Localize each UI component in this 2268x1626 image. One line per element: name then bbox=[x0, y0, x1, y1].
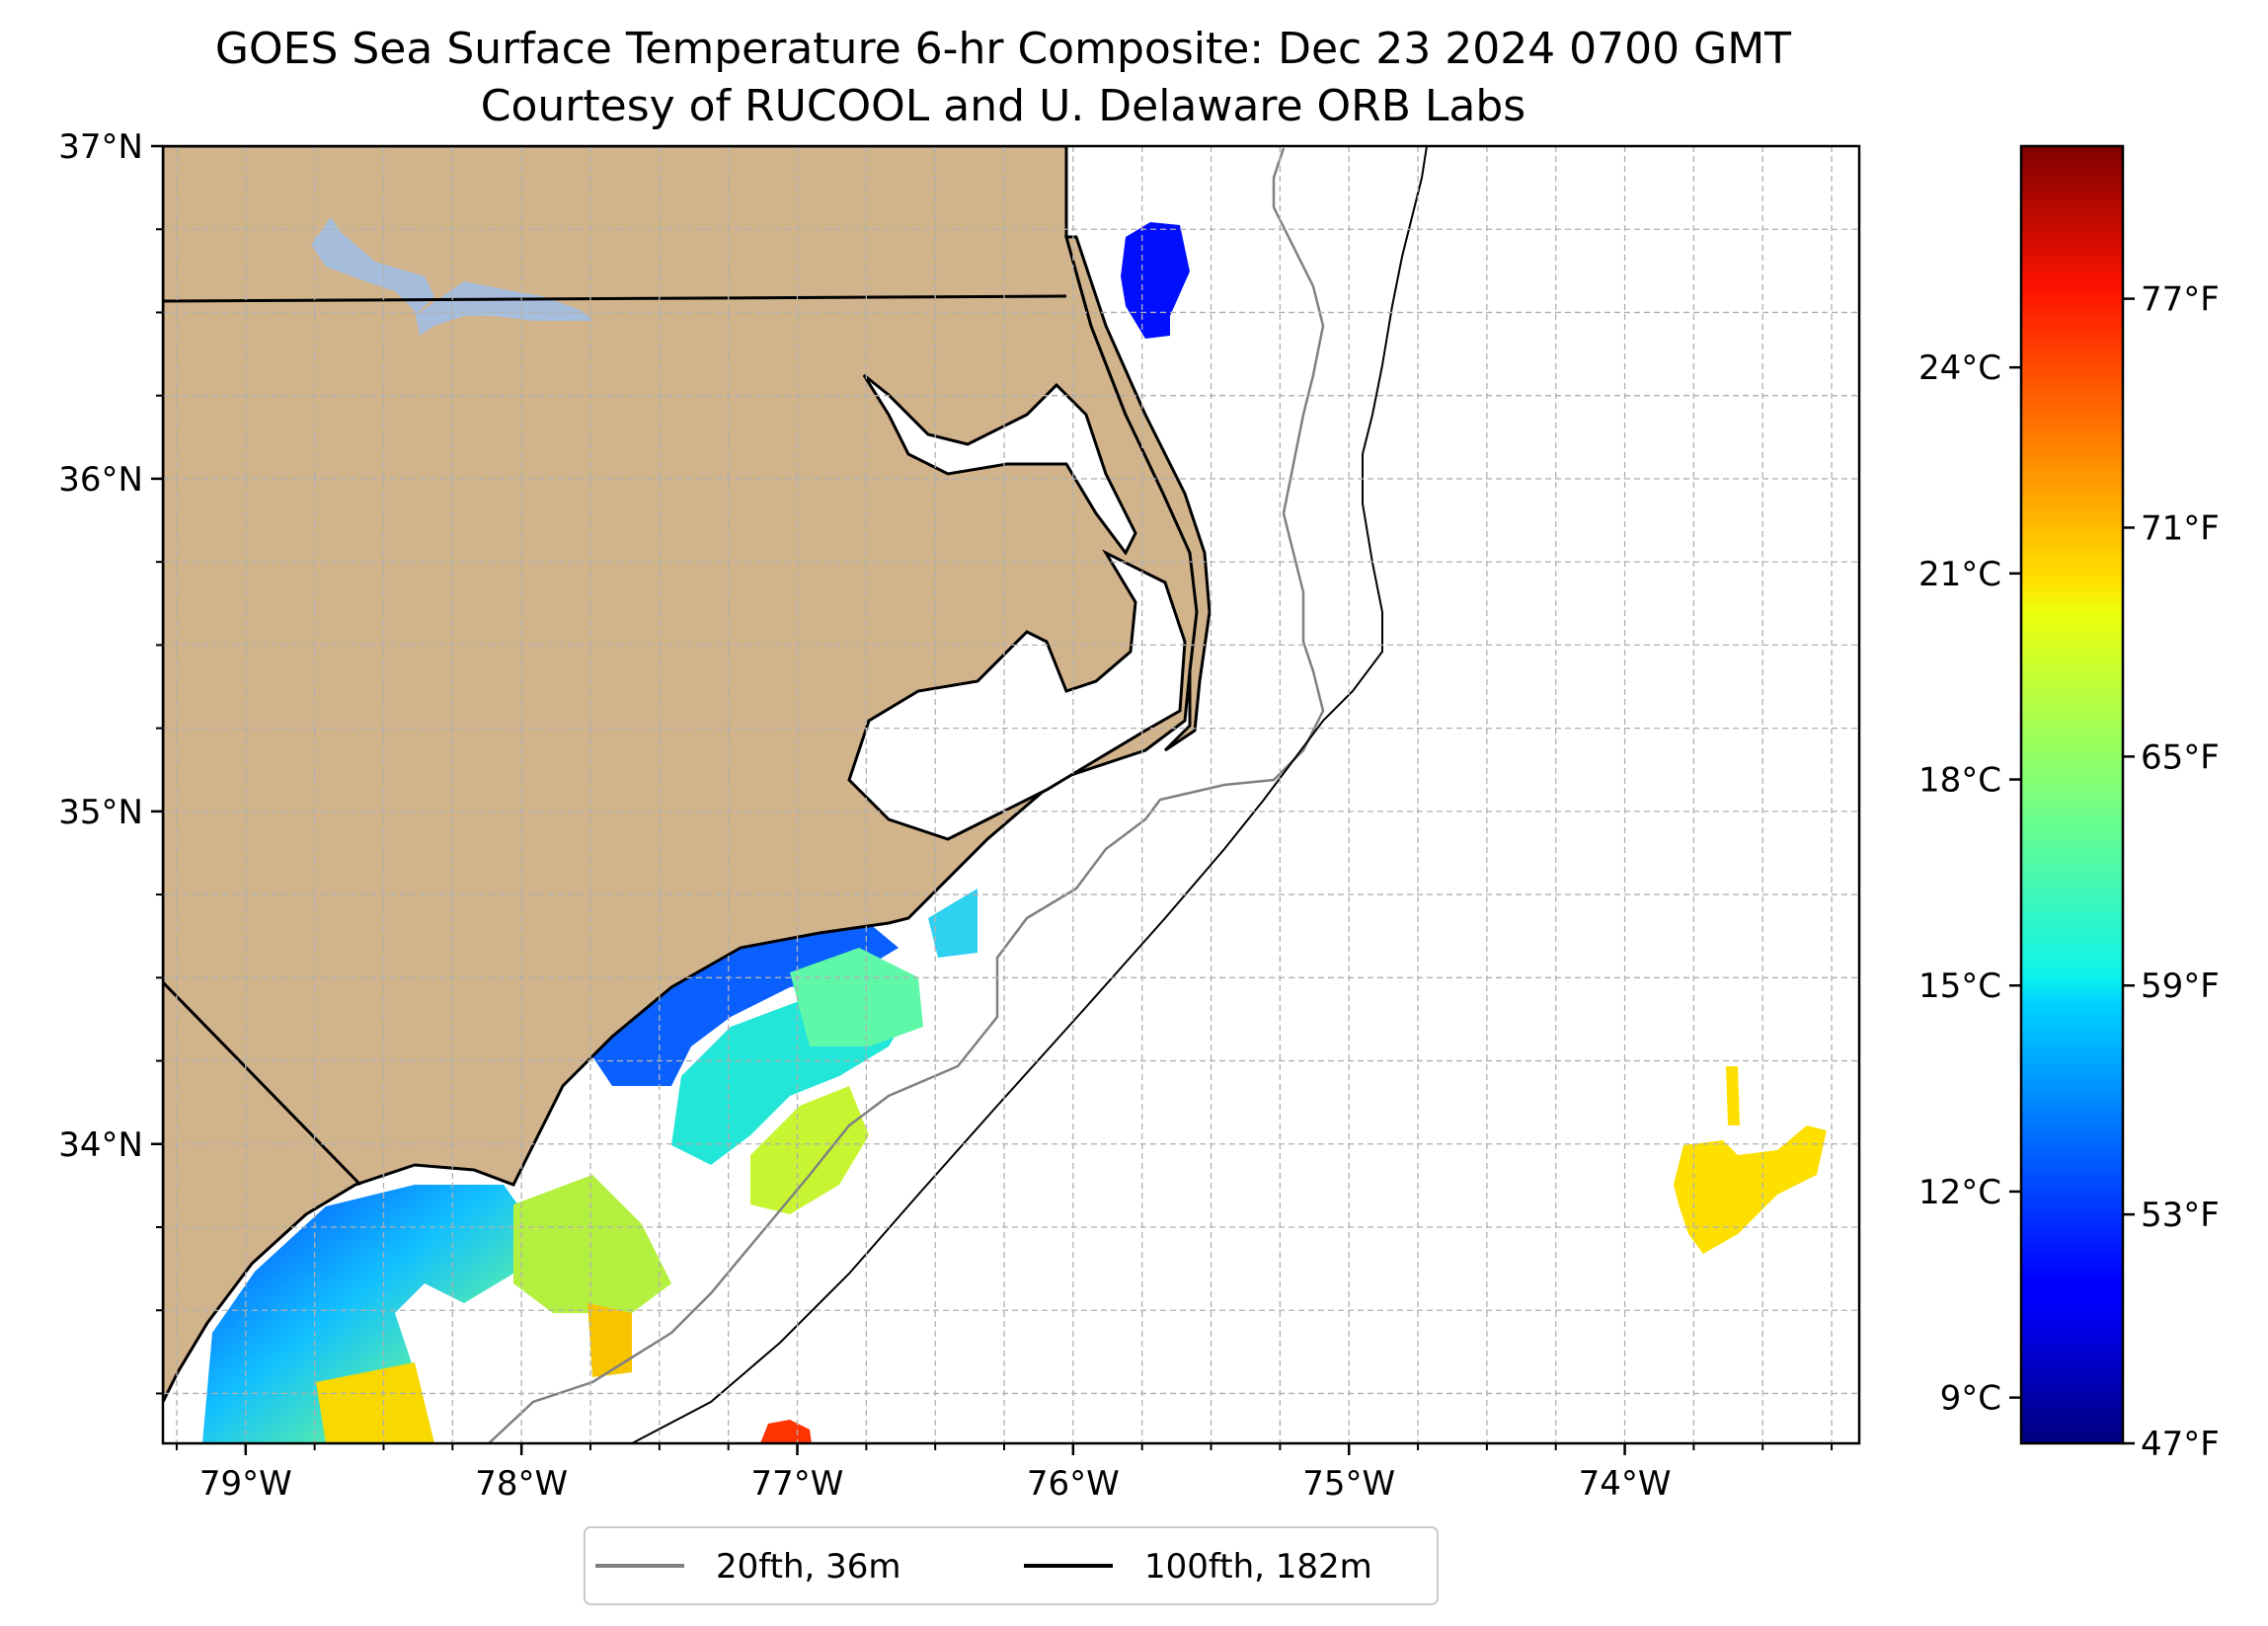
colorbar-fahrenheit-label: 53°F bbox=[2141, 1196, 2220, 1235]
colorbar-gradient bbox=[2021, 146, 2123, 1443]
sst-patch-gulf-stream-south bbox=[760, 1420, 812, 1443]
sst-patch-south-orange bbox=[587, 1303, 632, 1377]
contour-20fth bbox=[488, 147, 1325, 1443]
figure-subtitle: Courtesy of RUCOOL and U. Delaware ORB L… bbox=[481, 81, 1525, 131]
colorbar-fahrenheit-label: 59°F bbox=[2141, 967, 2220, 1006]
sst-patch-gulf-stream-strip bbox=[1726, 1066, 1740, 1125]
sst-patch-long-bay-yellow bbox=[316, 1362, 434, 1443]
colorbar-celsius-label: 21°C bbox=[1918, 555, 2001, 594]
contour-100fth bbox=[631, 146, 1428, 1443]
map-panel bbox=[161, 144, 1861, 1445]
lat-tick-label: 35°N bbox=[58, 793, 143, 832]
lat-tick-label: 36°N bbox=[58, 460, 143, 500]
lon-tick-label: 75°W bbox=[1302, 1464, 1395, 1504]
longitude-axis: 79°W 78°W 77°W 76°W 75°W 74°W bbox=[175, 1443, 1834, 1504]
sst-patch-midshelf-south bbox=[513, 1175, 671, 1313]
nc-va-border bbox=[163, 294, 1067, 303]
map-frame bbox=[161, 144, 1861, 1445]
lon-tick-label: 77°W bbox=[751, 1464, 844, 1504]
lon-tick-label: 74°W bbox=[1579, 1464, 1672, 1504]
figure-title: GOES Sea Surface Temperature 6-hr Compos… bbox=[215, 24, 1791, 74]
colorbar-celsius-label: 12°C bbox=[1918, 1173, 2001, 1212]
latitude-axis: 37°N 36°N 35°N 34°N bbox=[58, 127, 163, 1395]
lon-tick-label: 79°W bbox=[199, 1464, 292, 1504]
outer-banks bbox=[1064, 235, 1212, 752]
colorbar-celsius-label: 15°C bbox=[1918, 967, 2001, 1006]
sst-patch-gulf-stream-eddy bbox=[1674, 1125, 1827, 1254]
colorbar-celsius-axis: 24°C 21°C 18°C 15°C 12°C 9°C bbox=[1918, 348, 2021, 1419]
legend-frame bbox=[584, 1526, 1439, 1605]
lat-tick-label: 34°N bbox=[58, 1125, 143, 1165]
colorbar: 24°C 21°C 18°C 15°C 12°C 9°C 77°F 71°F 65°F 59°F… bbox=[1918, 144, 2220, 1464]
nc-sc-border bbox=[163, 980, 362, 1187]
colorbar-fahrenheit-label: 65°F bbox=[2141, 737, 2220, 777]
legend-label-20fth: 20fth, 36m bbox=[716, 1547, 901, 1587]
lon-tick-label: 76°W bbox=[1027, 1464, 1120, 1504]
colorbar-celsius-label: 24°C bbox=[1918, 348, 2001, 388]
colorbar-celsius-label: 9°C bbox=[1940, 1379, 2001, 1419]
colorbar-frame bbox=[2019, 144, 2125, 1445]
sst-patch-long-bay bbox=[202, 1185, 528, 1443]
lon-tick-label: 78°W bbox=[475, 1464, 568, 1504]
sst-patch-raleigh-bay bbox=[790, 948, 923, 1046]
graticule bbox=[163, 145, 1859, 1443]
colorbar-fahrenheit-axis: 77°F 71°F 65°F 59°F 53°F 47°F bbox=[2123, 280, 2220, 1464]
sst-layer bbox=[202, 222, 1827, 1443]
sst-patch-cape-lookout bbox=[928, 889, 978, 958]
colorbar-fahrenheit-label: 71°F bbox=[2141, 508, 2220, 548]
legend: 20fth, 36m 100fth, 182m bbox=[584, 1526, 1439, 1605]
pamlico-sound-water bbox=[847, 549, 1187, 841]
lat-tick-label: 37°N bbox=[58, 127, 143, 167]
sst-patch-currituck-offshore bbox=[1121, 222, 1190, 339]
colorbar-celsius-label: 18°C bbox=[1918, 761, 2001, 801]
sst-patch-onslow-outer bbox=[750, 1086, 869, 1214]
colorbar-fahrenheit-label: 47°F bbox=[2141, 1425, 2220, 1464]
colorbar-fahrenheit-label: 77°F bbox=[2141, 280, 2220, 320]
legend-label-100fth: 100fth, 182m bbox=[1144, 1547, 1372, 1587]
